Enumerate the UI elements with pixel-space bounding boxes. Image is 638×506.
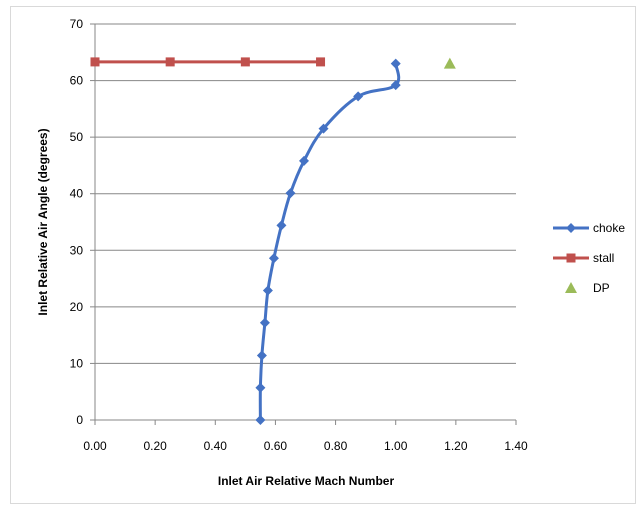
y-tick-label: 20 [70, 300, 84, 314]
choke-point [390, 80, 401, 91]
choke-point [262, 285, 273, 296]
choke-point [353, 91, 364, 102]
DP-point [443, 57, 456, 69]
legend-label-choke: choke [593, 221, 625, 235]
legend-marker-stall [566, 253, 576, 263]
y-tick-label: 10 [70, 356, 84, 370]
legend-label-stall: stall [593, 251, 614, 265]
x-tick-label: 0.60 [264, 439, 288, 453]
choke-point [256, 350, 267, 361]
stall-point [90, 57, 100, 67]
legend-item-stall: stall [553, 251, 614, 265]
choke-point [276, 220, 287, 231]
y-tick-label: 0 [76, 413, 83, 427]
choke-point [285, 188, 296, 199]
y-tick-label: 30 [70, 243, 84, 257]
y-axis-title: Inlet Relative Air Angle (degrees) [36, 128, 50, 315]
choke-point [390, 58, 401, 69]
x-tick-label: 0.40 [204, 439, 228, 453]
stall-point [165, 57, 175, 67]
choke-series-line [258, 63, 401, 421]
choke-point [318, 123, 329, 134]
gridlines [95, 23, 516, 364]
choke-point [268, 253, 279, 264]
series-lines [95, 60, 401, 421]
y-tick-labels: 0 10 20 30 40 50 60 70 [70, 17, 84, 427]
y-tick-label: 40 [70, 187, 84, 201]
legend-item-DP: DP [565, 281, 610, 295]
legend: choke stall DP [553, 221, 625, 295]
y-tick-label: 60 [70, 74, 84, 88]
choke-point [298, 155, 309, 166]
stall-point [316, 57, 326, 67]
y-tick-label: 70 [70, 17, 84, 31]
legend-item-choke: choke [553, 221, 625, 235]
legend-marker-choke [566, 223, 576, 233]
axes [90, 23, 517, 425]
y-tick-label: 50 [70, 130, 84, 144]
choke-point [255, 382, 266, 393]
x-tick-label: 1.40 [504, 439, 528, 453]
legend-marker-DP [565, 282, 577, 293]
choke-point [259, 317, 270, 328]
legend-label-DP: DP [593, 281, 610, 295]
stall-point [240, 57, 250, 67]
x-axis-title: Inlet Air Relative Mach Number [218, 474, 395, 488]
x-tick-label: 1.00 [384, 439, 408, 453]
choke-point [255, 415, 266, 425]
x-tick-label: 1.20 [444, 439, 468, 453]
x-tick-label: 0.00 [83, 439, 107, 453]
x-tick-labels: 0.00 0.20 0.40 0.60 0.80 1.00 1.20 1.40 [83, 439, 528, 453]
chart-frame [10, 6, 636, 504]
x-tick-label: 0.80 [324, 439, 348, 453]
series-markers [90, 57, 456, 425]
x-tick-label: 0.20 [143, 439, 167, 453]
